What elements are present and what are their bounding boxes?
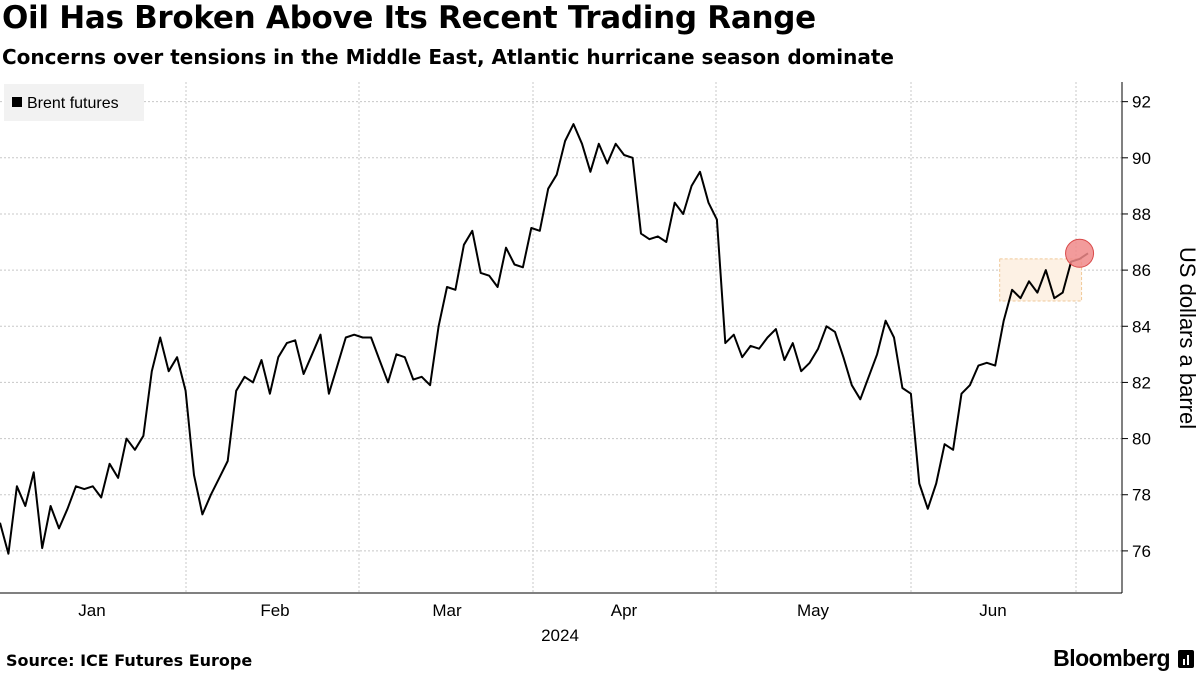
legend-background [4,84,144,121]
legend-label: Brent futures [27,95,119,112]
trading-range-box [999,258,1083,302]
y-tick-label: 86 [1132,261,1151,280]
bloomberg-chart-icon [1178,649,1194,668]
x-axis-label: 2024 [541,626,579,645]
series-line-brent-futures [0,123,1089,555]
y-tick-label: 80 [1132,430,1151,449]
chart-title: Oil Has Broken Above Its Recent Trading … [2,0,816,36]
legend: Brent futures [4,84,144,121]
legend-swatch [12,97,22,107]
y-tick-label: 78 [1132,486,1151,505]
x-tick-label: May [797,601,830,620]
x-tick-label: Mar [432,601,462,620]
y-tick-label: 88 [1132,205,1151,224]
bloomberg-logo: Bloomberg [1053,645,1194,672]
chart-subtitle: Concerns over tensions in the Middle Eas… [2,45,894,69]
y-tick-label: 76 [1132,542,1151,561]
x-tick-label: Jan [78,601,105,620]
brand-name: Bloomberg [1053,645,1170,671]
y-tick-label: 92 [1132,93,1151,112]
x-tick-label: Apr [611,601,638,620]
y-tick-label: 84 [1132,317,1151,336]
y-axis-label: US dollars a barrel [1175,247,1200,429]
latest-value-marker [1065,238,1095,268]
x-tick-label: Feb [260,601,289,620]
source-note: Source: ICE Futures Europe [6,651,253,670]
x-tick-label: Jun [979,601,1006,620]
y-tick-label: 82 [1132,373,1151,392]
y-tick-label: 90 [1132,149,1151,168]
